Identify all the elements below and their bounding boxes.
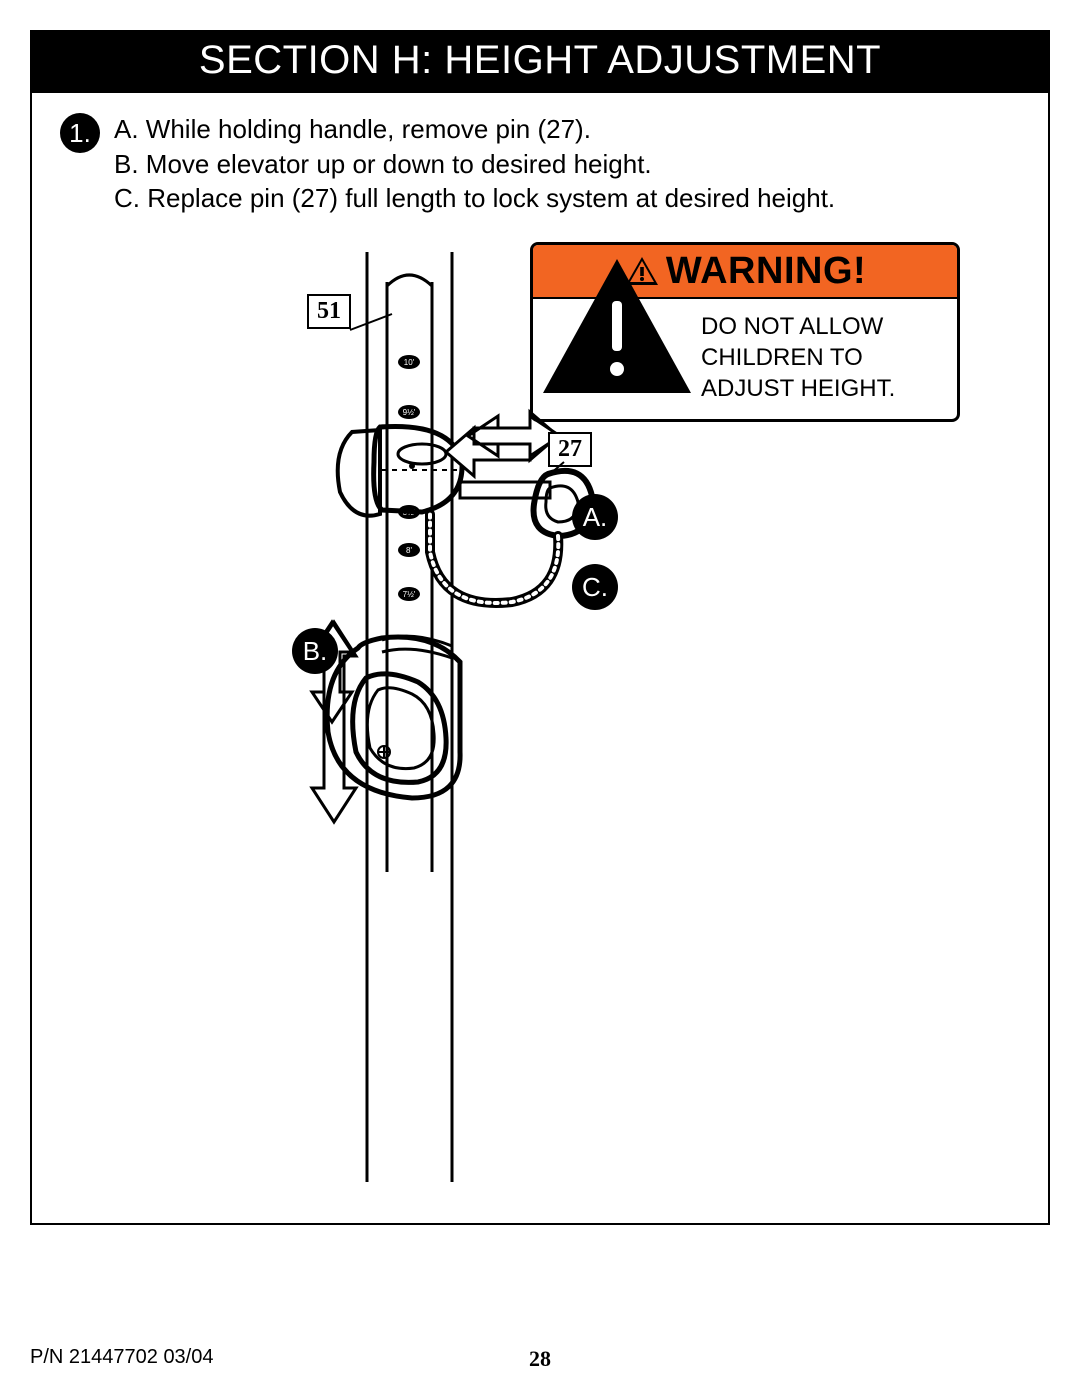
part-number: P/N 21447702 03/04 (30, 1346, 214, 1369)
step-1: 1. A. While holding handle, remove pin (… (32, 93, 1048, 217)
mark-8: 8' (406, 546, 412, 555)
step-line-a: A. While holding handle, remove pin (27)… (114, 113, 835, 146)
step-number-badge: 1. (60, 113, 100, 153)
step-line-c: C. Replace pin (27) full length to lock … (114, 182, 835, 215)
mark-10: 10' (404, 358, 415, 367)
leader-27 (530, 458, 570, 498)
page-number: 28 (529, 1346, 551, 1372)
leader-51 (344, 308, 404, 348)
label-C: C. (572, 564, 618, 610)
mechanism-drawing: 10' 9½' 8½' 8' 7½' (262, 252, 822, 1182)
footer: P/N 21447702 03/04 28 (30, 1346, 1050, 1369)
step-text: A. While holding handle, remove pin (27)… (114, 113, 835, 217)
page-frame: SECTION H: HEIGHT ADJUSTMENT 1. A. While… (30, 30, 1050, 1225)
step-line-b: B. Move elevator up or down to desired h… (114, 148, 835, 181)
section-header: SECTION H: HEIGHT ADJUSTMENT (32, 32, 1048, 93)
diagram: WARNING! DO NOT ALLOW CHILDREN TO ADJUST… (32, 242, 1048, 1223)
label-B: B. (292, 628, 338, 674)
mark-95: 9½' (403, 408, 416, 417)
label-A: A. (572, 494, 618, 540)
mark-75: 7½' (403, 590, 416, 599)
handle (327, 636, 460, 798)
